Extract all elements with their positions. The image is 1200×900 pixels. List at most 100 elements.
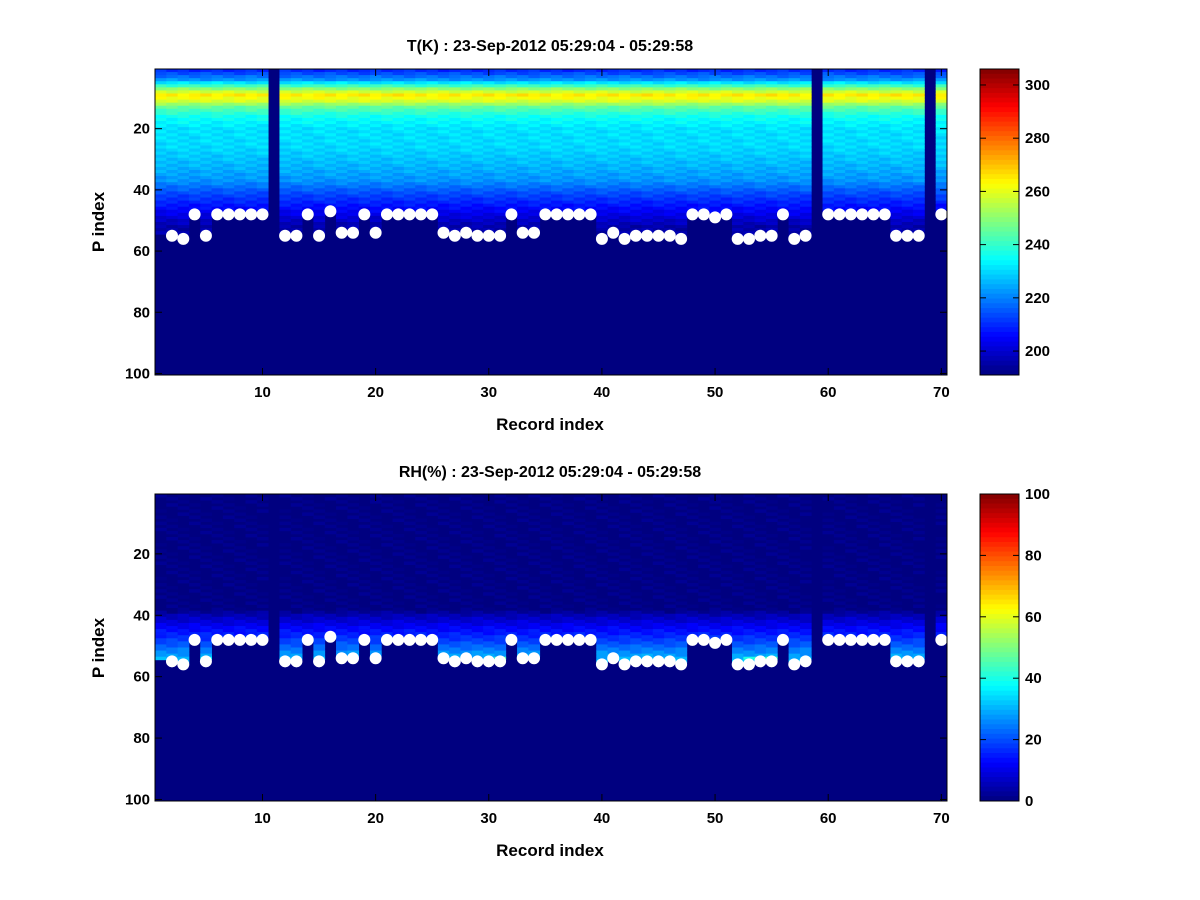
temperature-cell <box>675 166 688 171</box>
temperature-cell <box>324 200 337 205</box>
temperature-cell <box>584 111 597 116</box>
humidity-cell <box>505 626 518 630</box>
temperature-cell <box>845 114 857 119</box>
temperature-cell <box>494 84 507 88</box>
temperature-cell <box>720 127 733 131</box>
temperature-cell <box>324 176 337 180</box>
temperature-cell <box>618 136 631 140</box>
humidity-cell <box>494 622 507 627</box>
temperature-cell <box>833 148 846 153</box>
humidity-cell <box>155 521 167 526</box>
temperature-cell <box>833 203 846 208</box>
humidity-cell <box>279 543 292 547</box>
temperature-cell <box>539 142 552 146</box>
humidity-cell <box>675 500 688 504</box>
humidity-cell <box>245 616 258 621</box>
temperature-cell <box>551 75 563 79</box>
temperature-cell <box>403 148 416 153</box>
temperature-cell <box>732 78 744 82</box>
temperature-cell <box>256 102 269 107</box>
temperature-cell <box>686 72 699 76</box>
humidity-cell <box>618 567 631 572</box>
temperature-cell <box>347 142 360 146</box>
humidity-cell <box>528 576 541 581</box>
temperature-cell <box>381 188 393 192</box>
temperature-cell <box>913 96 925 100</box>
humidity-cell <box>437 570 450 575</box>
temperature-cell <box>290 96 303 100</box>
temperature-cell <box>426 105 439 110</box>
temperature-cell <box>369 127 382 131</box>
temperature-cell <box>381 99 393 104</box>
temperature-cell <box>754 114 767 119</box>
humidity-cell <box>607 552 620 556</box>
temperature-cell <box>698 203 710 208</box>
temperature-cell <box>313 209 326 214</box>
temperature-cell <box>369 222 382 226</box>
temperature-cell <box>313 163 326 168</box>
temperature-cell <box>573 105 586 110</box>
temperature-cell <box>324 136 337 140</box>
humidity-cell <box>517 506 529 510</box>
humidity-cell <box>630 613 642 618</box>
humidity-cell <box>607 524 620 529</box>
temperature-cell <box>234 179 246 183</box>
humidity-cell <box>449 619 461 624</box>
humidity-cell <box>607 558 620 562</box>
temperature-cell <box>471 206 484 211</box>
temperature-cell <box>675 160 688 165</box>
humidity-cell <box>166 638 179 642</box>
temperature-cell <box>177 96 190 100</box>
temperature-cell <box>279 108 292 113</box>
temperature-cell <box>336 179 348 183</box>
temperature-cell <box>200 90 212 94</box>
temperature-cell <box>822 194 835 198</box>
temperature-cell <box>403 154 416 159</box>
temperature-cell <box>449 114 461 119</box>
temperature-cell <box>788 114 801 119</box>
humidity-cell <box>177 601 190 605</box>
temperature-cell <box>483 139 495 143</box>
temperature-cell <box>641 96 654 100</box>
humidity-cell <box>279 619 292 624</box>
temperature-cell <box>879 176 891 180</box>
temperature-cell <box>822 102 835 107</box>
temperature-cell <box>754 93 767 97</box>
temperature-cell <box>313 75 326 79</box>
humidity-cell <box>551 567 563 572</box>
humidity-cell <box>664 629 676 633</box>
temperature-cell <box>630 215 642 220</box>
temperature-cell <box>607 182 620 186</box>
temperature-cell <box>256 133 269 137</box>
temperature-cell <box>822 169 835 174</box>
humidity-cell <box>211 561 224 566</box>
temperature-cell <box>528 75 541 79</box>
temperature-surface-marker <box>890 229 903 242</box>
temperature-cell <box>302 78 314 82</box>
temperature-cell <box>211 117 224 122</box>
temperature-cell <box>403 139 416 143</box>
temperature-cell <box>856 179 869 183</box>
temperature-cell <box>596 166 608 171</box>
humidity-cell <box>754 632 767 636</box>
temperature-cell <box>403 163 416 168</box>
temperature-cell <box>879 166 891 171</box>
temperature-cell <box>302 185 314 189</box>
temperature-cell <box>483 176 495 180</box>
temperature-cell <box>732 121 744 125</box>
humidity-cell <box>720 497 733 501</box>
temperature-cell <box>313 182 326 186</box>
temperature-cell <box>652 154 665 159</box>
humidity-cell <box>483 638 495 642</box>
temperature-cell <box>460 72 473 76</box>
temperature-cell <box>234 96 246 100</box>
temperature-cell <box>833 78 846 82</box>
temperature-cell <box>403 75 416 79</box>
temperature-cell <box>415 194 427 198</box>
humidity-cell <box>494 521 507 526</box>
humidity-cell <box>324 552 337 556</box>
humidity-cell <box>471 647 484 651</box>
temperature-cell <box>256 127 269 131</box>
temperature-cell <box>177 200 190 205</box>
humidity-cell <box>596 610 608 615</box>
